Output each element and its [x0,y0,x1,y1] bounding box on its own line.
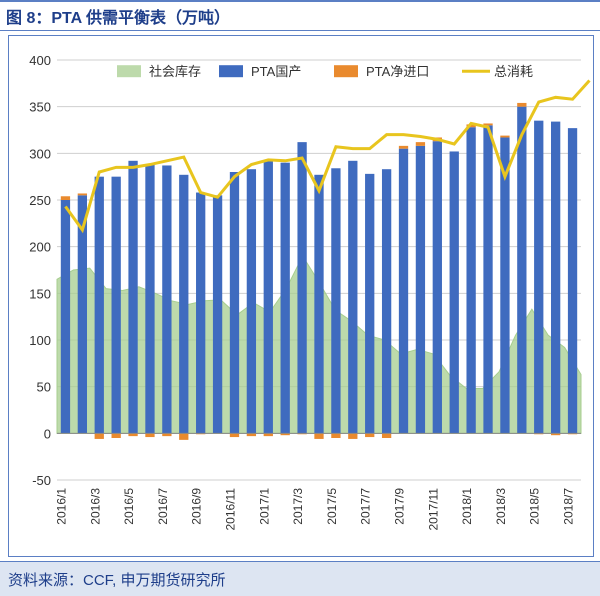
svg-text:PTA国产: PTA国产 [251,64,301,79]
svg-text:100: 100 [29,333,51,348]
chart-svg: -50 0 50 100 150 200 250 300 350 400 2016/1 2016/3 2… [9,36,593,556]
svg-text:250: 250 [29,193,51,208]
svg-text:2017/1: 2017/1 [257,488,271,525]
svg-text:200: 200 [29,240,51,255]
svg-text:2018/3: 2018/3 [494,488,508,525]
svg-text:300: 300 [29,146,51,161]
svg-text:总消耗: 总消耗 [494,64,533,79]
svg-text:社会库存: 社会库存 [149,64,201,79]
svg-text:2016/3: 2016/3 [88,488,102,525]
chart-title: 图 8：PTA 供需平衡表（万吨） [6,4,230,28]
svg-text:0: 0 [44,426,51,441]
svg-text:2016/7: 2016/7 [156,488,170,525]
svg-text:2017/9: 2017/9 [393,488,407,525]
svg-text:350: 350 [29,100,51,115]
footer-source: CCF, 申万期货研究所 [83,569,226,590]
svg-text:2017/7: 2017/7 [359,488,373,525]
svg-text:2016/11: 2016/11 [223,488,237,531]
svg-text:2016/5: 2016/5 [122,488,136,525]
footer-label: 资料来源： [8,569,83,590]
source-footer: 资料来源： CCF, 申万期货研究所 [0,561,600,596]
svg-text:-50: -50 [32,473,51,488]
svg-text:2016/9: 2016/9 [190,488,204,525]
svg-text:400: 400 [29,53,51,68]
svg-text:2017/11: 2017/11 [426,488,440,531]
svg-text:PTA净进口: PTA净进口 [366,64,429,79]
chart-title-bar: 图 8：PTA 供需平衡表（万吨） [0,0,600,31]
svg-text:2018/5: 2018/5 [528,488,542,525]
chart-container: -50 0 50 100 150 200 250 300 350 400 2016/1 2016/3 2… [8,35,594,557]
svg-text:2018/1: 2018/1 [460,488,474,525]
svg-text:150: 150 [29,286,51,301]
svg-text:2016/1: 2016/1 [54,488,68,525]
svg-text:2017/3: 2017/3 [291,488,305,525]
svg-text:2017/5: 2017/5 [325,488,339,525]
svg-text:2018/7: 2018/7 [562,488,576,525]
svg-text:50: 50 [37,380,51,395]
